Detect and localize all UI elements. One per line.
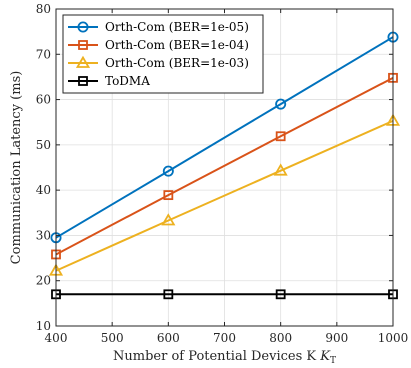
y-tick-label: 30 — [36, 228, 51, 242]
legend: Orth-Com (BER=1e-05) Orth-Com (BER=1e-04)… — [62, 14, 264, 94]
data-point — [163, 289, 174, 300]
series-line — [55, 119, 394, 272]
legend-label: ToDMA — [105, 74, 150, 88]
data-point — [275, 98, 287, 110]
x-tick-label: 500 — [101, 331, 124, 345]
legend-entry: Orth-Com (BER=1e-03) — [68, 55, 249, 70]
y-axis-label: Communication Latency (ms) — [9, 71, 24, 265]
x-tick-label: 700 — [213, 331, 236, 345]
legend-label: Orth-Com (BER=1e-04) — [105, 38, 249, 52]
ticks: 400 500 600 700 800 900 1000 10 20 30 40 50 60 70 80 — [36, 2, 409, 345]
x-tick-label: 1000 — [378, 331, 409, 345]
data-point — [162, 165, 174, 177]
y-tick-label: 50 — [36, 138, 51, 152]
y-tick-label: 20 — [36, 274, 51, 288]
legend-label: Orth-Com (BER=1e-05) — [105, 20, 249, 34]
series-line — [55, 36, 394, 239]
legend-swatch-marker — [77, 21, 89, 33]
x-axis-label: Number of Potential Devices K KT — [113, 349, 336, 366]
legend-entry: Orth-Com (BER=1e-05) — [68, 20, 249, 34]
y-tick-label: 10 — [36, 319, 51, 333]
y-tick-label: 60 — [36, 93, 51, 107]
y-tick-label: 40 — [36, 183, 51, 197]
legend-label: Orth-Com (BER=1e-03) — [105, 56, 249, 70]
data-point — [275, 289, 286, 300]
legend-swatch-marker — [78, 76, 88, 86]
legend-swatch-marker — [75, 55, 91, 68]
legend-entry: Orth-Com (BER=1e-04) — [68, 38, 249, 52]
x-tick-label: 900 — [325, 331, 348, 345]
x-tick-label: 400 — [45, 331, 68, 345]
legend-entry: ToDMA — [68, 74, 150, 88]
x-axis-label-subscript: T — [330, 356, 336, 366]
y-tick-label: 70 — [36, 47, 51, 61]
data-point — [275, 131, 286, 142]
y-tick-label: 80 — [36, 2, 51, 16]
series-line — [55, 76, 394, 256]
data-point — [273, 163, 288, 176]
data-point — [163, 190, 174, 201]
legend-swatch-marker — [78, 40, 88, 50]
x-tick-label: 600 — [157, 331, 180, 345]
x-axis-label-k: K — [319, 349, 331, 364]
data-point — [161, 213, 176, 226]
x-tick-label: 800 — [269, 331, 292, 345]
